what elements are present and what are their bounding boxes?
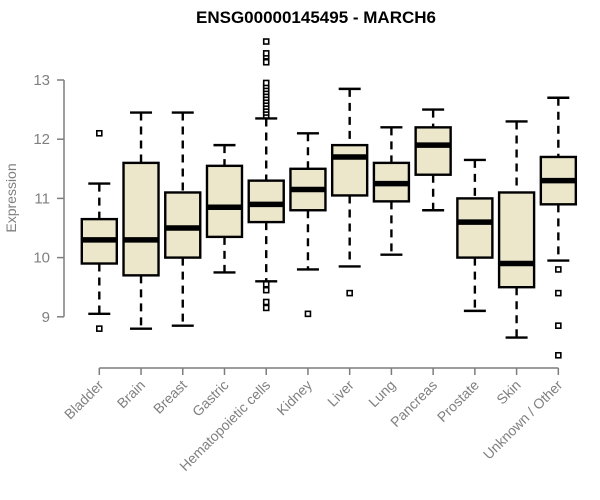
outlier-hematopoietic-cells bbox=[262, 298, 270, 306]
chart-title: ENSG00000145495 - MARCH6 bbox=[195, 8, 436, 27]
outlier-hematopoietic-cells bbox=[262, 304, 270, 312]
outlier-hematopoietic-cells bbox=[262, 79, 270, 87]
x-tick-label-prostate: Prostate bbox=[434, 377, 482, 425]
box-liver bbox=[330, 143, 369, 197]
box-prostate bbox=[456, 197, 494, 259]
x-tick-label-breast: Breast bbox=[150, 377, 190, 417]
box-pancreas bbox=[414, 126, 452, 176]
x-tick-label-bladder: Bladder bbox=[61, 377, 107, 423]
outlier-bladder bbox=[96, 129, 103, 137]
box-gastric bbox=[205, 164, 244, 239]
x-tick-label-kidney: Kidney bbox=[273, 377, 315, 419]
box-brain bbox=[122, 161, 160, 277]
outlier-hematopoietic-cells bbox=[262, 58, 270, 66]
outlier-liver bbox=[346, 289, 353, 297]
outlier-bladder bbox=[96, 325, 103, 332]
y-tick-label-9: 9 bbox=[42, 309, 50, 326]
box-breast bbox=[164, 191, 202, 259]
outlier-unknown-other bbox=[555, 289, 562, 297]
outlier-unknown-other bbox=[555, 266, 562, 273]
outlier-unknown-other bbox=[555, 322, 562, 329]
y-tick-label-11: 11 bbox=[34, 190, 50, 207]
x-tick-label-lung: Lung bbox=[365, 377, 398, 410]
outlier-hematopoietic-cells bbox=[262, 38, 270, 45]
outlier-unknown-other bbox=[555, 351, 562, 359]
x-tick-label-skin: Skin bbox=[493, 377, 524, 408]
y-tick-label-10: 10 bbox=[33, 250, 50, 267]
outlier-hematopoietic-cells bbox=[262, 280, 270, 288]
y-axis-label: Expression bbox=[3, 163, 19, 232]
outlier-kidney bbox=[304, 310, 312, 318]
outlier-hematopoietic-cells bbox=[262, 50, 270, 57]
x-tick-label-liver: Liver bbox=[324, 377, 357, 410]
outlier-hematopoietic-cells bbox=[262, 286, 270, 294]
box-skin bbox=[497, 191, 536, 289]
box-hematopoietic-cells bbox=[247, 179, 285, 224]
x-tick-label-unknown-other: Unknown / Other bbox=[480, 377, 566, 463]
x-tick-label-brain: Brain bbox=[114, 377, 148, 411]
y-tick-label-13: 13 bbox=[33, 72, 50, 89]
y-tick-label-12: 12 bbox=[33, 131, 50, 148]
